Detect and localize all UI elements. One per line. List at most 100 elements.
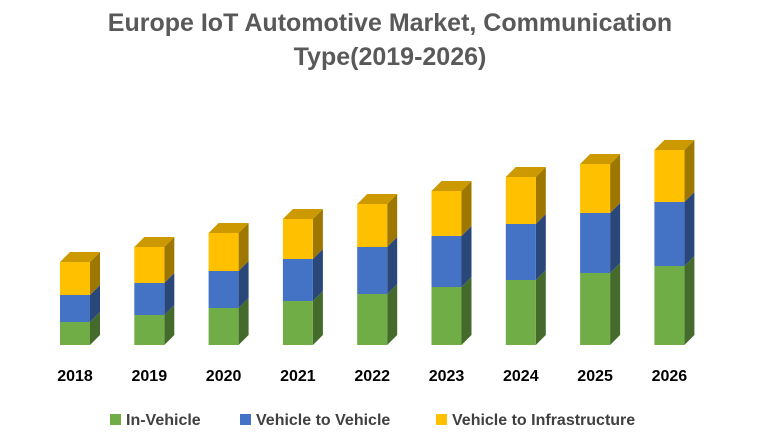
bar-in-vehicle-2022 xyxy=(357,284,398,345)
bar-in-vehicle-2019-front xyxy=(134,315,165,345)
bar-vehicle-to-infrastructure-2025-side xyxy=(610,154,621,213)
bar-in-vehicle-2018 xyxy=(60,312,100,345)
x-tick-label-2020: 2020 xyxy=(206,368,242,385)
bar-vehicle-to-infrastructure-2023-front xyxy=(431,191,462,236)
bar-in-vehicle-2020 xyxy=(208,298,249,345)
bar-stack-2020 xyxy=(208,223,249,345)
bar-vehicle-to-infrastructure-2025 xyxy=(580,154,621,213)
bar-vehicle-to-infrastructure-2023-side xyxy=(461,181,472,236)
bar-stack-2018 xyxy=(60,252,100,345)
bar-vehicle-to-infrastructure-2018-front xyxy=(60,262,90,295)
bar-in-vehicle-2023 xyxy=(431,277,472,345)
bar-in-vehicle-2025 xyxy=(580,263,621,345)
bar-in-vehicle-2023-front xyxy=(431,287,462,345)
bar-vehicle-to-vehicle-2018-side xyxy=(90,285,100,322)
bar-in-vehicle-2024-front xyxy=(505,280,536,345)
bar-vehicle-to-infrastructure-2023-top xyxy=(431,181,472,191)
bar-vehicle-to-infrastructure-2021-side xyxy=(312,209,323,259)
bar-vehicle-to-infrastructure-2018-side xyxy=(90,252,100,295)
bar-vehicle-to-infrastructure-2022 xyxy=(357,194,398,247)
bar-in-vehicle-2019-side xyxy=(164,305,175,345)
legend-key-vehicle-to-infrastructure xyxy=(436,414,447,425)
bar-vehicle-to-infrastructure-2022-side xyxy=(387,194,398,247)
bar-vehicle-to-vehicle-2018 xyxy=(60,285,100,322)
x-tick-label-2019: 2019 xyxy=(132,368,168,385)
bar-vehicle-to-vehicle-2025-front xyxy=(580,213,611,273)
bar-in-vehicle-2019 xyxy=(134,305,175,345)
bar-vehicle-to-infrastructure-2024 xyxy=(505,167,546,224)
bar-in-vehicle-2022-front xyxy=(357,294,388,345)
bar-in-vehicle-2026 xyxy=(654,256,695,345)
bar-stack-2019 xyxy=(134,237,175,345)
bar-vehicle-to-infrastructure-2019 xyxy=(134,237,175,283)
bar-vehicle-to-infrastructure-2024-front xyxy=(505,177,536,224)
bar-vehicle-to-vehicle-2020-front xyxy=(208,271,239,308)
x-tick-label-2025: 2025 xyxy=(577,368,613,385)
bar-vehicle-to-vehicle-2024 xyxy=(505,214,546,280)
bar-in-vehicle-2024 xyxy=(505,270,546,345)
bar-vehicle-to-vehicle-2022-front xyxy=(357,247,388,294)
bar-vehicle-to-vehicle-2019 xyxy=(134,273,175,315)
bar-vehicle-to-vehicle-2023-front xyxy=(431,236,462,287)
legend-key-vehicle-to-vehicle xyxy=(240,414,251,425)
legend-label-vehicle-to-infrastructure: Vehicle to Infrastructure xyxy=(452,412,635,429)
bar-vehicle-to-infrastructure-2025-top xyxy=(580,154,621,164)
x-tick-label-2021: 2021 xyxy=(280,368,316,385)
bar-vehicle-to-infrastructure-2018 xyxy=(60,252,100,295)
bar-vehicle-to-vehicle-2024-front xyxy=(505,224,536,280)
bar-vehicle-to-infrastructure-2022-top xyxy=(357,194,398,204)
bar-vehicle-to-infrastructure-2026 xyxy=(654,140,695,202)
bar-stack-2023 xyxy=(431,181,472,345)
bar-vehicle-to-infrastructure-2026-side xyxy=(684,140,695,202)
bar-in-vehicle-2025-side xyxy=(610,263,621,345)
bar-vehicle-to-vehicle-2026-side xyxy=(684,192,695,266)
bar-vehicle-to-vehicle-2020-side xyxy=(238,261,249,308)
legend-key-in-vehicle xyxy=(110,414,121,425)
bar-in-vehicle-2018-side xyxy=(90,312,100,345)
bar-stack-2024 xyxy=(505,167,546,345)
bar-vehicle-to-infrastructure-2019-side xyxy=(164,237,175,283)
bars-group xyxy=(60,140,695,345)
bar-in-vehicle-2021 xyxy=(282,291,323,345)
bar-vehicle-to-vehicle-2021-front xyxy=(282,259,313,301)
bar-stack-2025 xyxy=(580,154,621,345)
bar-vehicle-to-vehicle-2018-front xyxy=(60,295,90,322)
bar-vehicle-to-infrastructure-2024-top xyxy=(505,167,546,177)
x-tick-label-2018: 2018 xyxy=(57,368,93,385)
bar-in-vehicle-2026-side xyxy=(684,256,695,345)
bar-vehicle-to-infrastructure-2020-top xyxy=(208,223,249,233)
bar-stack-2022 xyxy=(357,194,398,345)
legend-label-vehicle-to-vehicle: Vehicle to Vehicle xyxy=(256,412,390,429)
bar-vehicle-to-vehicle-2022-side xyxy=(387,237,398,294)
bar-vehicle-to-vehicle-2021-side xyxy=(312,249,323,301)
bar-vehicle-to-vehicle-2023-side xyxy=(461,226,472,287)
bar-vehicle-to-infrastructure-2018-top xyxy=(60,252,100,262)
bar-vehicle-to-infrastructure-2021-front xyxy=(282,219,313,259)
bar-in-vehicle-2024-side xyxy=(535,270,546,345)
bar-vehicle-to-vehicle-2026 xyxy=(654,192,695,266)
x-tick-label-2022: 2022 xyxy=(354,368,390,385)
bar-vehicle-to-infrastructure-2024-side xyxy=(535,167,546,224)
bar-stack-2021 xyxy=(282,209,323,345)
bar-in-vehicle-2021-side xyxy=(312,291,323,345)
bar-vehicle-to-infrastructure-2025-front xyxy=(580,164,611,213)
bar-in-vehicle-2020-front xyxy=(208,308,239,345)
bar-vehicle-to-vehicle-2019-front xyxy=(134,283,165,315)
bar-in-vehicle-2026-front xyxy=(654,266,685,345)
bar-vehicle-to-infrastructure-2021 xyxy=(282,209,323,259)
bar-vehicle-to-vehicle-2021 xyxy=(282,249,323,301)
chart-title-line-1: Europe IoT Automotive Market, Communicat… xyxy=(107,9,673,37)
bar-in-vehicle-2018-front xyxy=(60,322,90,345)
bar-in-vehicle-2020-side xyxy=(238,298,249,345)
bar-in-vehicle-2022-side xyxy=(387,284,398,345)
bar-vehicle-to-infrastructure-2021-top xyxy=(282,209,323,219)
bar-vehicle-to-infrastructure-2026-front xyxy=(654,150,685,202)
bar-vehicle-to-infrastructure-2020-front xyxy=(208,233,239,271)
x-tick-label-2026: 2026 xyxy=(652,368,688,385)
bar-in-vehicle-2023-side xyxy=(461,277,472,345)
bar-vehicle-to-vehicle-2020 xyxy=(208,261,249,308)
bar-in-vehicle-2025-front xyxy=(580,273,611,345)
legend-label-in-vehicle: In-Vehicle xyxy=(126,412,201,429)
bar-vehicle-to-vehicle-2019-side xyxy=(164,273,175,315)
